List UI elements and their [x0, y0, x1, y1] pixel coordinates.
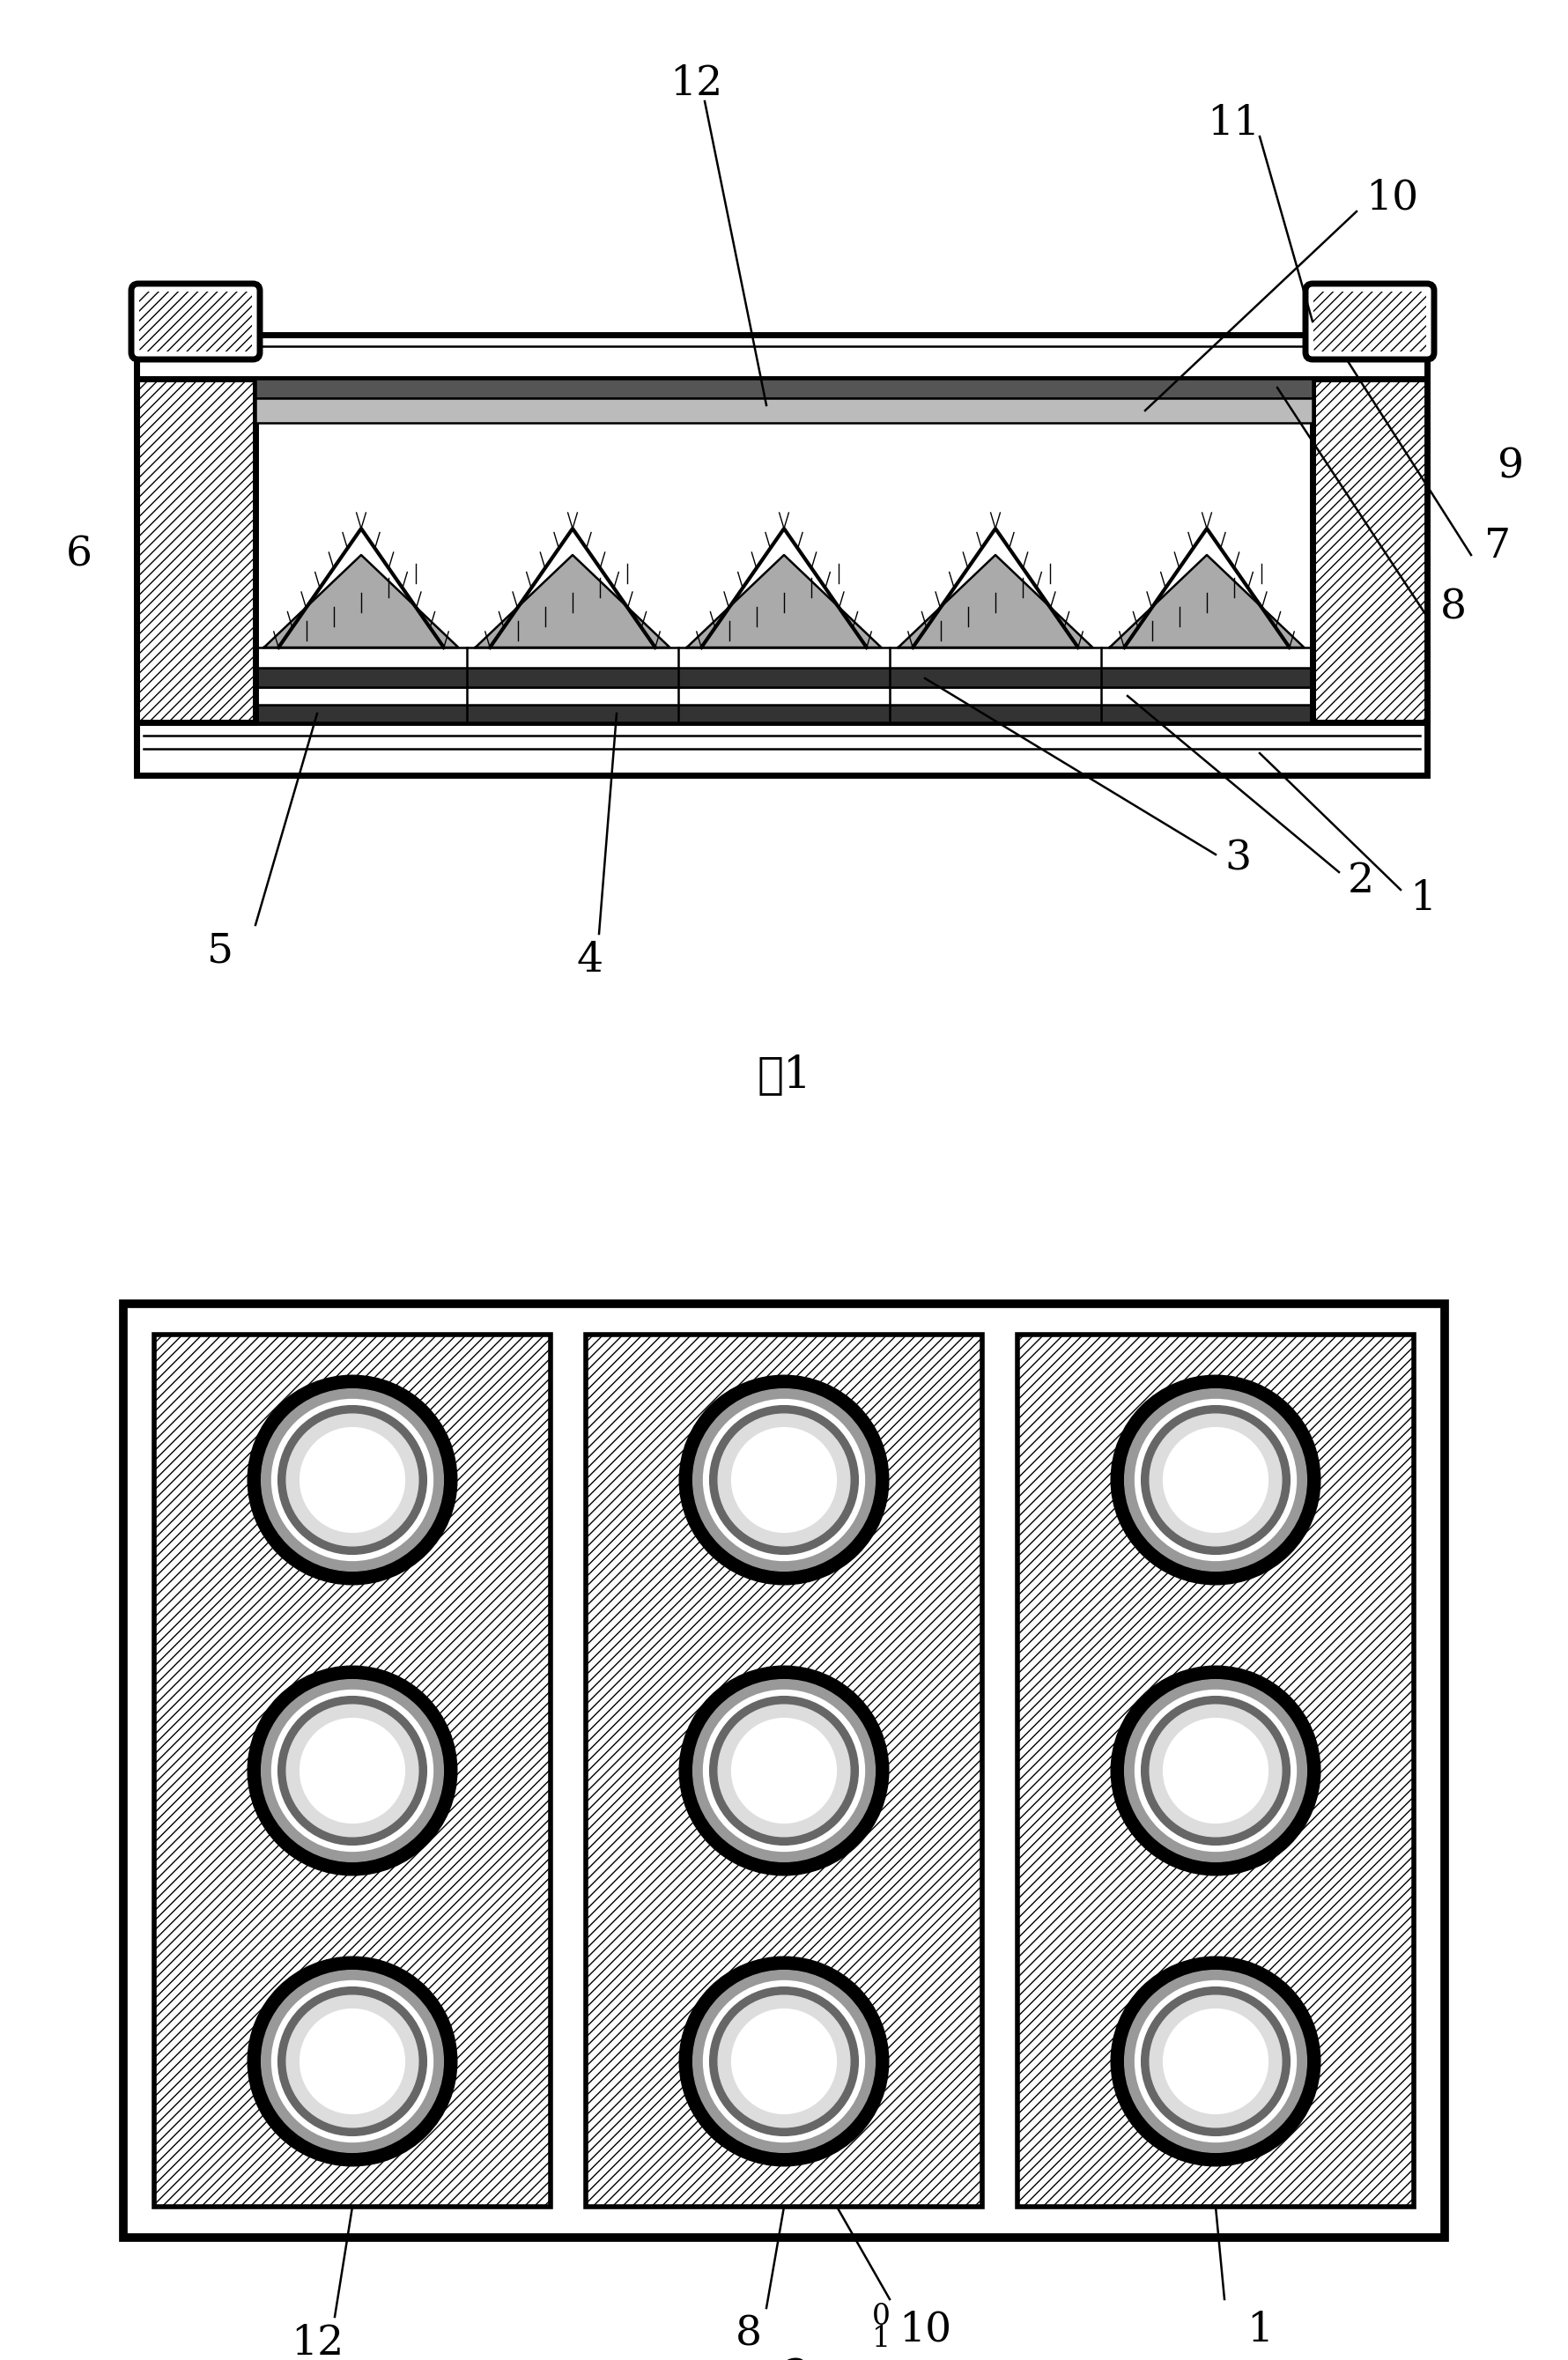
Circle shape	[732, 2008, 836, 2115]
Bar	[136, 352, 256, 722]
Circle shape	[732, 1718, 836, 1822]
Circle shape	[271, 1399, 433, 1560]
Circle shape	[287, 1414, 419, 1546]
Circle shape	[1163, 2008, 1269, 2115]
Circle shape	[704, 1980, 864, 2143]
Text: 12: 12	[290, 2322, 343, 2360]
Circle shape	[1112, 1376, 1320, 1584]
Text: 9: 9	[1497, 446, 1524, 486]
Circle shape	[248, 1666, 456, 1876]
Text: 10: 10	[1366, 179, 1419, 217]
Bar	[154, 1336, 1414, 2207]
Circle shape	[693, 1680, 875, 1862]
Text: 5: 5	[207, 932, 234, 972]
Circle shape	[1124, 1390, 1306, 1572]
Text: 图2: 图2	[757, 2358, 811, 2360]
Text: 10: 10	[898, 2310, 952, 2351]
Circle shape	[1142, 1987, 1290, 2136]
Bar	[136, 335, 1427, 380]
Circle shape	[710, 1407, 858, 1555]
Circle shape	[732, 1428, 836, 1532]
Bar	[256, 668, 1312, 687]
Bar	[256, 399, 1312, 422]
Bar	[124, 1303, 1444, 2237]
Bar	[154, 1336, 550, 2207]
Circle shape	[710, 1697, 858, 1846]
Bar	[256, 687, 1312, 706]
Text: 6: 6	[66, 536, 93, 576]
Circle shape	[1149, 1997, 1281, 2126]
Circle shape	[262, 1680, 444, 1862]
Text: 11: 11	[1207, 104, 1259, 144]
Circle shape	[693, 1390, 875, 1572]
Circle shape	[299, 1718, 405, 1822]
Bar	[256, 647, 1312, 668]
Circle shape	[1149, 1704, 1281, 1836]
Text: 12: 12	[670, 64, 723, 104]
Circle shape	[299, 1428, 405, 1532]
Circle shape	[718, 1414, 850, 1546]
Text: 图1: 图1	[757, 1053, 811, 1097]
Text: 0: 0	[872, 2303, 891, 2332]
FancyBboxPatch shape	[132, 283, 260, 359]
Circle shape	[1135, 1690, 1297, 1850]
Circle shape	[1142, 1697, 1290, 1846]
Polygon shape	[475, 555, 670, 647]
Circle shape	[271, 1690, 433, 1850]
Circle shape	[262, 1971, 444, 2152]
Circle shape	[248, 1376, 456, 1584]
Polygon shape	[898, 555, 1093, 647]
Circle shape	[1135, 1399, 1297, 1560]
Circle shape	[718, 1704, 850, 1836]
Bar	[256, 380, 1312, 399]
Text: 8: 8	[1441, 588, 1466, 628]
Text: 4: 4	[577, 939, 604, 979]
Text: 3: 3	[1225, 838, 1251, 878]
Circle shape	[278, 1987, 426, 2136]
Circle shape	[1112, 1666, 1320, 1876]
Circle shape	[1142, 1407, 1290, 1555]
Circle shape	[1135, 1980, 1297, 2143]
Text: 8: 8	[735, 2315, 762, 2355]
Circle shape	[1124, 1971, 1306, 2152]
Bar	[136, 722, 1427, 774]
Text: 1: 1	[1247, 2310, 1273, 2351]
Circle shape	[704, 1399, 864, 1560]
Circle shape	[1124, 1680, 1306, 1862]
Circle shape	[693, 1971, 875, 2152]
Circle shape	[1112, 1956, 1320, 2166]
Polygon shape	[263, 555, 458, 647]
Circle shape	[710, 1987, 858, 2136]
Circle shape	[1149, 1414, 1281, 1546]
Polygon shape	[1110, 555, 1305, 647]
FancyBboxPatch shape	[1306, 283, 1435, 359]
Circle shape	[718, 1997, 850, 2126]
Bar	[256, 706, 1312, 722]
Bar	[586, 1336, 982, 2207]
Text: 1: 1	[1410, 878, 1436, 918]
Text: 7: 7	[1485, 526, 1512, 566]
Circle shape	[1163, 1718, 1269, 1822]
Circle shape	[287, 1997, 419, 2126]
Circle shape	[248, 1956, 456, 2166]
Circle shape	[278, 1407, 426, 1555]
Circle shape	[287, 1704, 419, 1836]
Circle shape	[299, 2008, 405, 2115]
Circle shape	[1163, 1428, 1269, 1532]
Circle shape	[679, 1376, 889, 1584]
Polygon shape	[687, 555, 881, 647]
Circle shape	[271, 1980, 433, 2143]
Circle shape	[679, 1956, 889, 2166]
Bar	[1018, 1336, 1414, 2207]
Bar	[1312, 352, 1427, 722]
Circle shape	[704, 1690, 864, 1850]
Circle shape	[262, 1390, 444, 1572]
Circle shape	[278, 1697, 426, 1846]
Text: 1: 1	[872, 2325, 891, 2353]
Text: 2: 2	[1348, 861, 1374, 902]
Circle shape	[679, 1666, 889, 1876]
